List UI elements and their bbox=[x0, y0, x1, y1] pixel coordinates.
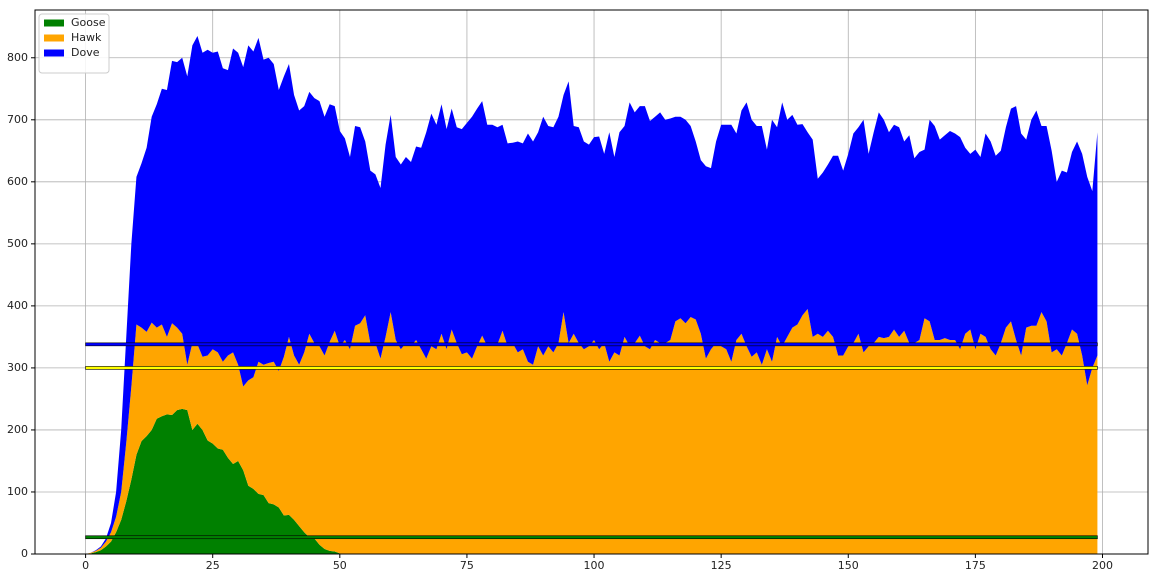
y-tick-label: 500 bbox=[7, 237, 28, 250]
area bbox=[85, 308, 1098, 554]
x-tick-label: 0 bbox=[82, 559, 89, 572]
y-tick-label: 200 bbox=[7, 423, 28, 436]
legend-swatch bbox=[44, 49, 64, 57]
area bbox=[85, 408, 1098, 554]
legend-box bbox=[38, 13, 110, 74]
reference-line bbox=[85, 535, 1098, 540]
y-tick-label: 800 bbox=[7, 51, 28, 64]
legend-swatch bbox=[44, 34, 64, 42]
reference-line bbox=[85, 342, 1098, 347]
x-tick-label: 200 bbox=[1092, 559, 1113, 572]
x-tick-label: 175 bbox=[965, 559, 986, 572]
legend-label: Goose bbox=[71, 16, 106, 29]
legend: Goose Hawk Dove bbox=[38, 13, 110, 74]
x-tick-label: 50 bbox=[333, 559, 347, 572]
x-tick-label: 75 bbox=[460, 559, 474, 572]
x-tick-label: 125 bbox=[711, 559, 732, 572]
legend-label: Dove bbox=[71, 46, 100, 59]
y-tick-label: 0 bbox=[21, 547, 28, 560]
area bbox=[85, 36, 1098, 555]
x-tick-label: 25 bbox=[206, 559, 220, 572]
y-tick-label: 400 bbox=[7, 299, 28, 312]
reference-line bbox=[85, 366, 1098, 370]
legend-label: Hawk bbox=[71, 31, 102, 44]
plot-frame bbox=[34, 9, 1149, 555]
x-tick-label: 150 bbox=[838, 559, 859, 572]
x-tick-label: 100 bbox=[584, 559, 605, 572]
y-tick-label: 600 bbox=[7, 175, 28, 188]
y-tick-label: 700 bbox=[7, 113, 28, 126]
y-tick-label: 100 bbox=[7, 485, 28, 498]
y-tick-label: 300 bbox=[7, 361, 28, 374]
legend-swatch bbox=[44, 19, 64, 27]
